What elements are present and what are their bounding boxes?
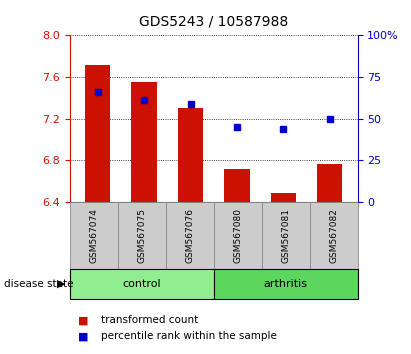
Text: ■: ■ (78, 315, 89, 325)
Text: arthritis: arthritis (263, 279, 308, 289)
Bar (70, 269, 214, 299)
Text: GSM567074: GSM567074 (89, 208, 98, 263)
Bar (214, 202, 262, 269)
Bar (214, 269, 358, 299)
Bar (70, 202, 118, 269)
Bar (309, 202, 358, 269)
Text: GSM567082: GSM567082 (329, 208, 338, 263)
Text: control: control (122, 279, 161, 289)
Bar (262, 202, 309, 269)
Text: GSM567076: GSM567076 (185, 208, 194, 263)
Bar (224, 169, 250, 202)
Bar (85, 64, 111, 202)
Text: GDS5243 / 10587988: GDS5243 / 10587988 (139, 14, 289, 28)
Text: disease state: disease state (4, 279, 74, 289)
Text: GSM567081: GSM567081 (281, 208, 290, 263)
Bar (166, 202, 214, 269)
Bar (118, 202, 166, 269)
Bar (317, 164, 342, 202)
Bar (178, 108, 203, 202)
Text: ■: ■ (78, 331, 89, 341)
Text: GSM567075: GSM567075 (137, 208, 146, 263)
Text: transformed count: transformed count (101, 315, 198, 325)
Bar (132, 82, 157, 202)
Text: percentile rank within the sample: percentile rank within the sample (101, 331, 277, 341)
Text: ▶: ▶ (57, 279, 65, 289)
Text: GSM567080: GSM567080 (233, 208, 242, 263)
Bar (270, 193, 296, 202)
